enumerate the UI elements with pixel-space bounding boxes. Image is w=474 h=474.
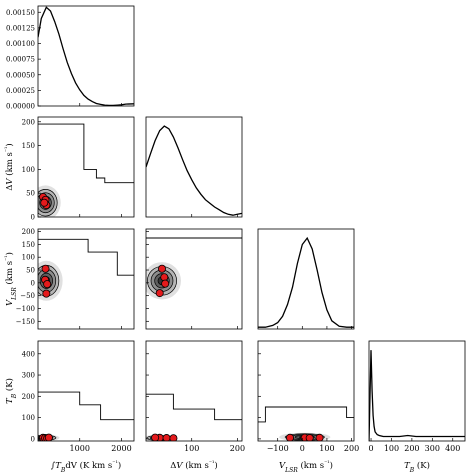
- sample-point: [40, 198, 49, 207]
- panel-frame: [257, 340, 355, 442]
- sample-point: [43, 280, 52, 289]
- y-tick-label: 0.00100: [6, 40, 35, 48]
- y-tick-label: 400: [22, 350, 35, 358]
- y-tick-label: −100: [16, 305, 35, 313]
- outer-contour: [146, 393, 242, 421]
- y-tick-label: 0.00050: [6, 71, 35, 79]
- panel-frame: [37, 5, 135, 107]
- pair-panel-2: 1000 2000 0 100 200 300 400: [22, 340, 135, 453]
- y-tick-label: 0: [31, 435, 35, 443]
- pair-panel-1: −150 −100 −50 0 50 100 150 200: [16, 228, 135, 330]
- y-tick-label: 0: [31, 279, 35, 287]
- y-axis-label-1: ΔV (km s⁻¹): [4, 143, 16, 190]
- panel-frame: [257, 228, 355, 330]
- panel-frame: [145, 228, 243, 330]
- y-tick-label: 200: [22, 118, 35, 126]
- marginal-panel-1: [145, 116, 243, 218]
- sample-point: [151, 433, 160, 441]
- sample-point: [305, 434, 314, 441]
- y-tick-label: 0.00075: [6, 56, 35, 64]
- y-axis-label-2: VLSR (km s⁻¹): [4, 252, 18, 306]
- panel-content: [369, 350, 465, 441]
- panel-content: [38, 123, 134, 217]
- y-tick-label: 150: [22, 142, 35, 150]
- sample-point: [42, 289, 51, 298]
- marginal-panel-2: [257, 228, 355, 330]
- sample-point: [162, 434, 171, 441]
- y-axis-label-3: TB (K): [4, 378, 18, 404]
- sample-point: [44, 433, 53, 441]
- outer-contour: [258, 406, 354, 423]
- marginal-line-0: [38, 6, 134, 106]
- pair-panel-3: [145, 228, 243, 330]
- panel-content: [38, 391, 134, 441]
- y-tick-label: 100: [22, 166, 35, 174]
- panel-content: [146, 393, 242, 441]
- panel-frame: [37, 116, 135, 218]
- y-tick-label: 150: [22, 241, 35, 249]
- x-tick-label: 0: [300, 444, 305, 453]
- sample-point: [315, 433, 324, 441]
- panel-frame: [37, 340, 135, 442]
- marginal-panel-3: 0 100 200 300 400: [368, 340, 466, 453]
- marginal-line-3: [369, 350, 465, 441]
- sample-point: [169, 434, 178, 441]
- sample-point: [41, 264, 50, 273]
- panel-content: [38, 238, 134, 301]
- marginal-panel-0: 0.00000 0.00025 0.00050 0.00075 0.00100 0.001…: [6, 5, 135, 111]
- sample-point: [286, 433, 294, 441]
- outer-contour: [38, 391, 134, 421]
- y-tick-label: 200: [22, 393, 35, 401]
- sample-point: [157, 264, 166, 273]
- x-tick-label: 0: [368, 444, 373, 453]
- x-tick-label: −100: [267, 444, 289, 453]
- y-tick-label: 0.00000: [6, 103, 35, 111]
- panel-content: [258, 406, 354, 441]
- pair-panel-4: 100 200: [145, 340, 245, 453]
- x-tick-label: 1000: [70, 444, 90, 453]
- y-tick-label: 0.00125: [6, 24, 35, 32]
- sample-point: [155, 289, 164, 298]
- x-tick-label: 100: [184, 444, 199, 453]
- x-tick-label: 200: [404, 444, 419, 453]
- x-tick-label: 2000: [111, 444, 131, 453]
- panel-frame: [145, 340, 243, 442]
- x-tick-label: 300: [425, 444, 440, 453]
- panel-content: [146, 237, 242, 300]
- pair-panel-5: −100 0 100 200: [257, 340, 359, 453]
- x-tick-label: 100: [319, 444, 334, 453]
- panel-frame: [368, 340, 466, 442]
- y-tick-label: 100: [22, 254, 35, 262]
- outer-contour: [38, 123, 134, 184]
- panel-content: [258, 236, 354, 328]
- x-axis-label-0: ∫TBdV (K km s⁻¹): [51, 460, 121, 474]
- y-tick-label: 300: [22, 372, 35, 380]
- y-tick-label: 200: [22, 228, 35, 236]
- sample-point: [161, 279, 170, 288]
- y-tick-label: 50: [26, 190, 35, 198]
- x-tick-label: 200: [344, 444, 359, 453]
- x-tick-label: 200: [230, 444, 245, 453]
- panel-frame: [37, 228, 135, 330]
- x-tick-label: 400: [445, 444, 460, 453]
- pair-panel-0: 0 50 100 150 200: [22, 116, 135, 222]
- marginal-line-1: [146, 125, 242, 216]
- y-tick-label: 0: [31, 214, 35, 222]
- x-axis-label-1: ΔV (km s⁻¹): [170, 460, 217, 472]
- y-tick-label: 50: [26, 267, 35, 275]
- panel-content: [38, 6, 134, 106]
- y-tick-label: 0.00025: [6, 87, 35, 95]
- x-tick-label: 100: [384, 444, 399, 453]
- x-axis-label-3: TB (K): [404, 460, 430, 474]
- panel-frame: [145, 116, 243, 218]
- y-tick-label: −150: [16, 318, 35, 326]
- x-axis-label-2: VLSR (km s⁻¹): [279, 460, 333, 474]
- y-tick-label: 100: [22, 414, 35, 422]
- outer-contour: [38, 238, 134, 276]
- marginal-line-2: [258, 236, 354, 328]
- y-tick-label: 0.00150: [6, 9, 35, 17]
- panel-content: [146, 125, 242, 216]
- y-tick-label: −50: [20, 292, 35, 300]
